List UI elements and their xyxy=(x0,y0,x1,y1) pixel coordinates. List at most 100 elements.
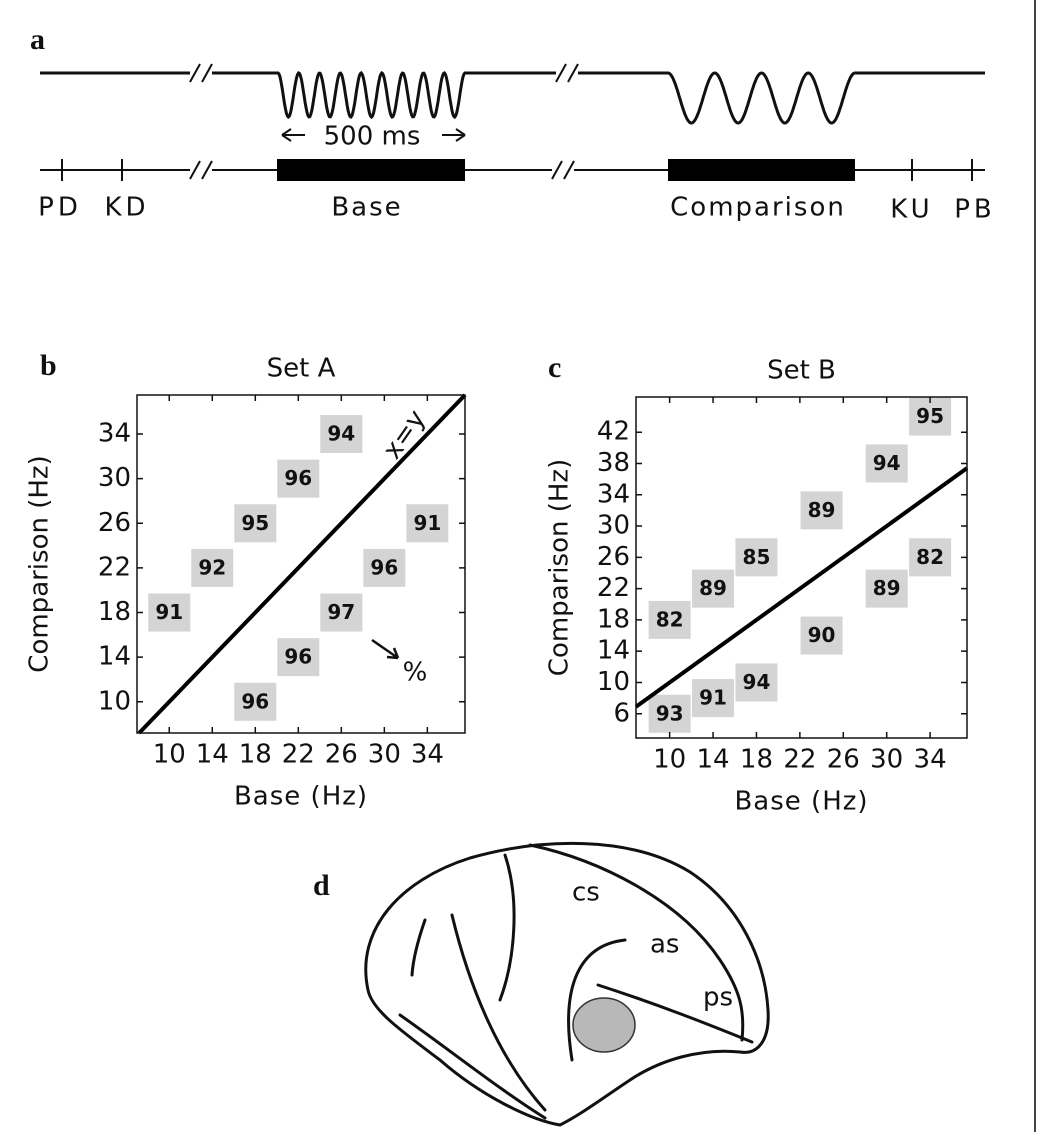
x-tick-label: 22 xyxy=(282,740,315,770)
sulcus xyxy=(567,938,627,1062)
x-tick-label: 14 xyxy=(697,745,730,775)
data-box xyxy=(320,415,363,454)
event-label: KD xyxy=(104,193,149,223)
data-box xyxy=(320,593,363,632)
data-label: 89 xyxy=(808,498,836,522)
sulcus xyxy=(410,918,427,977)
x-axis-label: Base (Hz) xyxy=(234,782,368,812)
data-label: 91 xyxy=(413,511,441,535)
identity-line xyxy=(634,466,969,709)
data-label: 93 xyxy=(656,701,684,725)
x-tick-label: 18 xyxy=(740,745,773,775)
data-label: 96 xyxy=(284,645,312,669)
y-tick-label: 10 xyxy=(98,686,131,716)
event-label: PB xyxy=(954,195,996,225)
y-tick-label: 42 xyxy=(597,417,630,447)
panel-letter: d xyxy=(313,869,330,902)
x-tick-label: 22 xyxy=(783,745,816,775)
data-box xyxy=(800,616,843,655)
y-tick-label: 30 xyxy=(98,463,131,493)
y-tick-label: 14 xyxy=(98,642,131,672)
x-tick-label: 14 xyxy=(196,740,229,770)
x-tick-label: 10 xyxy=(153,740,186,770)
panel-a: a 500 ms PD KD Base Comparison KU PB xyxy=(30,23,996,225)
break-marks xyxy=(189,63,579,180)
identity-line xyxy=(137,393,467,735)
x-tick-label: 30 xyxy=(368,740,401,770)
comparison-bar xyxy=(668,159,855,181)
x-tick-label: 26 xyxy=(325,740,358,770)
y-tick-label: 18 xyxy=(98,597,131,627)
line-label: x=y xyxy=(377,405,432,465)
data-label: 96 xyxy=(370,555,398,579)
chart-title: Set A xyxy=(267,354,336,384)
panel-d: d cs as ps xyxy=(313,841,770,1127)
panel-letter: c xyxy=(548,351,561,384)
data-label: 89 xyxy=(699,576,727,600)
x-tick-label: 30 xyxy=(870,745,903,775)
panel-letter: b xyxy=(40,349,57,382)
x-tick-label: 34 xyxy=(411,740,444,770)
base-bar xyxy=(277,159,465,181)
data-box xyxy=(692,569,735,608)
y-axis-label: Comparison (Hz) xyxy=(545,459,575,676)
x-tick-label: 18 xyxy=(239,740,272,770)
data-label: 94 xyxy=(743,670,771,694)
sulcus-label: ps xyxy=(703,983,733,1013)
data-label: 91 xyxy=(155,600,183,624)
duration-arrows xyxy=(281,128,466,142)
data-label: 92 xyxy=(198,555,226,579)
sulcus xyxy=(398,1013,547,1120)
plot-frame xyxy=(136,394,466,734)
y-tick-label: 34 xyxy=(98,419,131,449)
y-tick-label: 14 xyxy=(597,636,630,666)
event-label: PD xyxy=(38,193,82,223)
data-label: 94 xyxy=(327,422,355,446)
data-box xyxy=(363,548,406,587)
data-box xyxy=(234,682,277,721)
event-label: Base xyxy=(331,193,402,223)
recording-site xyxy=(572,997,636,1053)
data-box xyxy=(692,679,735,718)
y-axis-label: Comparison (Hz) xyxy=(25,455,55,672)
y-tick-label: 26 xyxy=(597,542,630,572)
y-tick-label: 10 xyxy=(597,667,630,697)
y-tick-label: 30 xyxy=(597,511,630,541)
brain-outline xyxy=(364,841,770,1127)
data-label: 90 xyxy=(808,623,836,647)
data-box xyxy=(191,548,234,587)
data-box xyxy=(234,504,277,543)
sulcus xyxy=(450,913,547,1112)
x-tick-label: 26 xyxy=(827,745,860,775)
data-label: 91 xyxy=(699,686,727,710)
sulcus xyxy=(528,843,745,1042)
data-box xyxy=(735,663,778,702)
data-label: 82 xyxy=(916,545,944,569)
event-label: KU xyxy=(890,195,933,225)
y-tick-label: 38 xyxy=(597,448,630,478)
chart-title: Set B xyxy=(767,356,836,386)
y-tick-label: 34 xyxy=(597,479,630,509)
sulcus xyxy=(596,983,754,1044)
data-box xyxy=(865,569,908,608)
data-label: 85 xyxy=(743,545,771,569)
data-label: 94 xyxy=(873,451,901,475)
x-axis-label: Base (Hz) xyxy=(734,787,868,817)
data-label: 82 xyxy=(656,607,684,631)
data-box xyxy=(800,491,843,530)
x-tick-label: 10 xyxy=(653,745,686,775)
annotation-arrow xyxy=(371,638,400,660)
data-box xyxy=(735,538,778,577)
data-box xyxy=(865,444,908,483)
duration-label: 500 ms xyxy=(324,122,421,152)
data-box xyxy=(277,459,320,498)
panel-letter: a xyxy=(30,23,45,56)
data-box xyxy=(277,638,320,677)
stimulus-trace xyxy=(40,70,985,125)
y-tick-label: 26 xyxy=(98,508,131,538)
data-box xyxy=(648,600,691,639)
sulcus-label: as xyxy=(650,930,679,960)
y-tick-label: 18 xyxy=(597,604,630,634)
plot-frame xyxy=(635,396,968,739)
y-tick-label: 22 xyxy=(98,552,131,582)
